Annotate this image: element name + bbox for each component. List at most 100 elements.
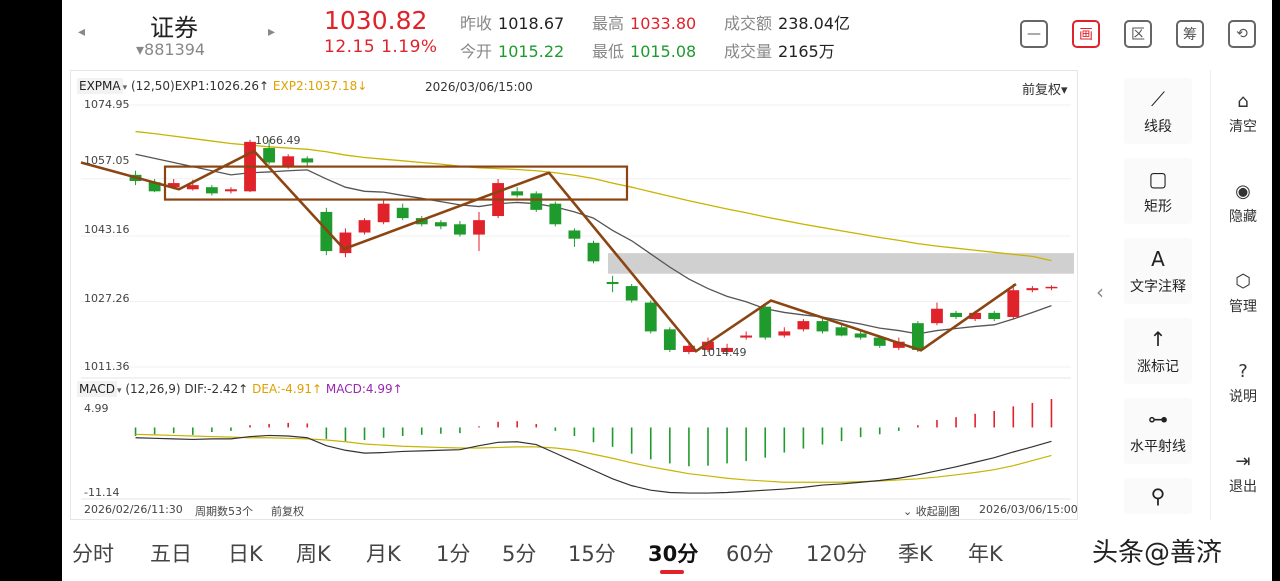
tool-more-tools[interactable]: ⚲	[1124, 478, 1192, 514]
main-indicator-bar: EXPMA ▾ (12,50)EXP1:1026.26↑ EXP2:1037.18…	[77, 78, 368, 94]
collapse-panel-chevron-icon[interactable]: ‹	[1096, 280, 1104, 304]
macd-value: MACD:4.99↑	[325, 382, 403, 396]
tab-period-4[interactable]: 月K	[366, 542, 401, 566]
chart-frame-icon[interactable]: 画	[1072, 20, 1100, 48]
tool-label: 矩形	[1144, 199, 1172, 215]
stat-4: 最低 1015.08	[592, 38, 696, 62]
next-stock-arrow-icon[interactable]: ▸	[268, 24, 276, 40]
tab-period-3[interactable]: 周K	[296, 542, 331, 566]
candle-body	[473, 220, 485, 235]
stat-label: 最低	[592, 42, 625, 61]
stat-1: 最高 1033.80	[592, 10, 696, 34]
side-action-label: 清空	[1229, 119, 1257, 135]
candle-body	[702, 341, 714, 350]
candle-body	[587, 242, 600, 262]
stat-label: 今开	[460, 42, 493, 61]
stat-0: 昨收 1018.67	[460, 10, 564, 34]
candle-body	[988, 312, 1001, 320]
collapse-subchart-button[interactable]: ⌄ 收起副图	[903, 503, 960, 519]
exit-button[interactable]: ⇥ 退出	[1212, 450, 1272, 496]
candle-body	[682, 345, 695, 353]
tab-period-5[interactable]: 1分	[436, 542, 471, 566]
candle-body	[873, 337, 886, 346]
tool-line-segment[interactable]: ⟋ 线段	[1124, 78, 1192, 144]
stat-value: 2165万	[778, 42, 835, 61]
dea-line	[135, 433, 1052, 483]
candle-body	[892, 341, 905, 348]
minus-icon[interactable]: —	[1020, 20, 1048, 48]
exp1-value: EXP1:1026.26↑	[174, 79, 270, 93]
trend-zigzag-annotation	[80, 149, 1017, 353]
manage-button[interactable]: ⬡ 管理	[1212, 270, 1272, 316]
tool-label: 文字注释	[1130, 279, 1186, 295]
tool-label: 涨标记	[1137, 359, 1179, 375]
exit-icon: ⇥	[1235, 451, 1251, 472]
stat-label: 最高	[592, 14, 625, 33]
active-tab-indicator	[660, 570, 684, 574]
tool-text-annotation[interactable]: A 文字注释	[1124, 238, 1192, 304]
stock-code[interactable]: ▾881394	[136, 40, 206, 59]
sub-indicator-select[interactable]: MACD	[77, 381, 117, 397]
tab-period-8[interactable]: 30分	[648, 542, 699, 566]
candle-body	[148, 182, 161, 192]
help-button[interactable]: ? 说明	[1212, 360, 1272, 406]
candle-body	[931, 308, 943, 324]
tab-period-2[interactable]: 日K	[228, 542, 263, 566]
clear-button[interactable]: ⌂ 清空	[1212, 90, 1272, 136]
candle-body	[358, 220, 371, 233]
sub-indicator-params: (12,26,9)	[125, 382, 181, 396]
resistance-band	[608, 253, 1074, 274]
candle-body	[434, 222, 447, 227]
tab-period-1[interactable]: 五日	[150, 542, 192, 566]
tab-period-12[interactable]: 年K	[968, 542, 1003, 566]
y-label-4: 1027.26	[84, 292, 130, 305]
stat-label: 成交量	[724, 42, 773, 61]
tab-period-7[interactable]: 15分	[568, 542, 616, 566]
adjust-select[interactable]: 前复权▾	[1022, 83, 1068, 98]
footer-adjust: 前复权	[271, 505, 304, 518]
kline-chart-panel[interactable]: EXPMA ▾ (12,50)EXP1:1026.26↑ EXP2:1037.18…	[70, 70, 1078, 520]
macd-bottom-label: -11.14	[84, 486, 120, 499]
chip-icon[interactable]: 筹	[1176, 20, 1204, 48]
tab-period-6[interactable]: 5分	[502, 542, 537, 566]
candle-body	[625, 286, 638, 301]
tab-period-9[interactable]: 60分	[726, 542, 774, 566]
stat-label: 昨收	[460, 14, 493, 33]
line-segment-icon: ⟋	[1151, 87, 1165, 111]
horizontal-ray-icon: ⊶	[1148, 407, 1168, 431]
main-indicator-params: (12,50)	[130, 79, 175, 93]
text-annotation-icon: A	[1151, 247, 1165, 271]
stat-3: 今开 1015.22	[460, 38, 564, 62]
stat-label: 成交额	[724, 14, 773, 33]
tab-period-11[interactable]: 季K	[898, 542, 933, 566]
main-indicator-select[interactable]: EXPMA	[77, 78, 123, 94]
tab-period-0[interactable]: 分时	[72, 542, 114, 566]
exp2-line	[135, 130, 1052, 262]
app-root: ◂ 证券 ▾881394 ▸ 1030.82 12.15 1.19% 昨收 101…	[62, 0, 1272, 581]
help-icon: ?	[1238, 361, 1248, 382]
side-action-label: 退出	[1229, 479, 1257, 495]
region-icon[interactable]: 区	[1124, 20, 1152, 48]
tool-label: 水平射线	[1130, 439, 1186, 455]
tool-horizontal-ray[interactable]: ⊶ 水平射线	[1124, 398, 1192, 464]
candle-body	[225, 189, 237, 192]
sub-indicator-dropdown-icon[interactable]: ▾	[116, 386, 122, 396]
tab-period-10[interactable]: 120分	[806, 542, 868, 566]
tool-rise-mark[interactable]: ↑ 涨标记	[1124, 318, 1192, 384]
eye-button[interactable]: ◉ 隐藏	[1212, 180, 1272, 226]
candle-body	[759, 306, 772, 338]
manage-icon: ⬡	[1235, 271, 1251, 292]
candle-body	[282, 156, 295, 167]
candle-body	[377, 203, 390, 223]
exp2-value: EXP2:1037.18↓	[272, 79, 368, 93]
candle-body	[911, 323, 924, 350]
rotate-screen-icon[interactable]: ⟲	[1228, 20, 1256, 48]
y-label-2: 1057.05	[84, 154, 130, 167]
candle-body	[549, 203, 562, 225]
clear-icon: ⌂	[1237, 91, 1249, 112]
main-indicator-dropdown-icon[interactable]: ▾	[122, 83, 128, 93]
candle-body	[263, 148, 276, 163]
stat-value: 1033.80	[630, 14, 697, 33]
prev-stock-arrow-icon[interactable]: ◂	[78, 24, 86, 40]
tool-rectangle[interactable]: ▢ 矩形	[1124, 158, 1192, 224]
